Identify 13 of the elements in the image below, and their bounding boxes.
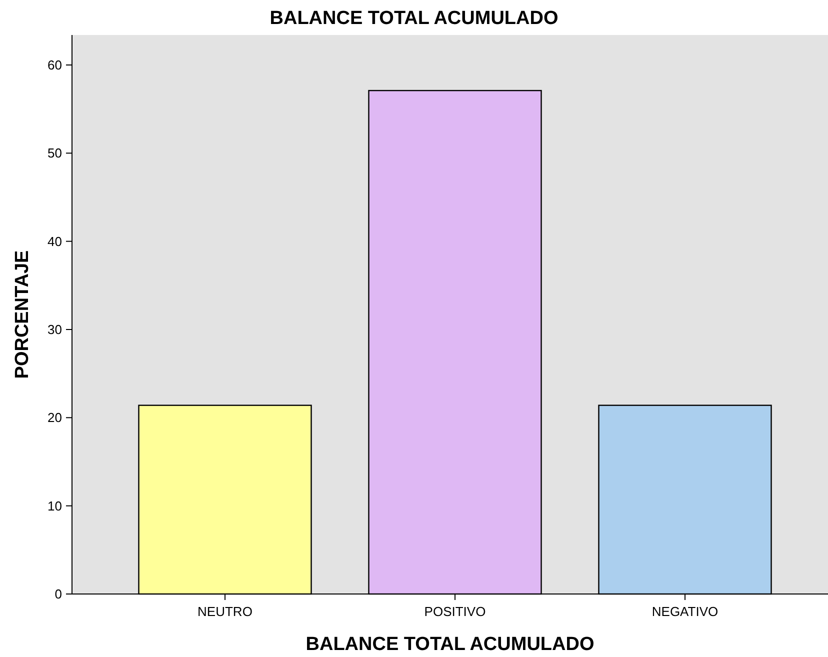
y-tick-label: 40 bbox=[48, 234, 62, 249]
y-tick-label: 60 bbox=[48, 58, 62, 73]
x-tick-label: NEGATIVO bbox=[652, 604, 718, 619]
y-tick-label: 30 bbox=[48, 322, 62, 338]
x-tick-label: NEUTRO bbox=[198, 604, 252, 619]
x-axis-title: BALANCE TOTAL ACUMULADO bbox=[306, 634, 594, 655]
y-tick-label: 0 bbox=[54, 586, 62, 602]
y-tick-label: 10 bbox=[48, 498, 62, 514]
chart-title: BALANCE TOTAL ACUMULADO bbox=[270, 8, 558, 29]
y-axis-title: PORCENTAJE bbox=[12, 250, 33, 379]
y-tick-label: 20 bbox=[48, 410, 62, 426]
y-tick-label: 50 bbox=[48, 146, 62, 161]
x-tick-label: POSITIVO bbox=[424, 604, 486, 619]
